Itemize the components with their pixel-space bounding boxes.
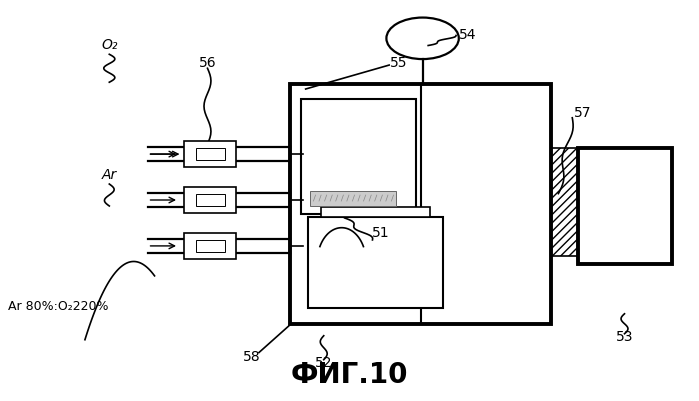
- Bar: [578, 149, 672, 264]
- Bar: [552, 149, 578, 256]
- Bar: [184, 233, 236, 259]
- Text: Ar 80%:O₂220%: Ar 80%:O₂220%: [8, 300, 109, 312]
- Text: 52: 52: [315, 355, 333, 369]
- Bar: [196, 241, 224, 252]
- Text: 54: 54: [459, 28, 476, 42]
- Text: 51: 51: [372, 225, 389, 239]
- Bar: [308, 217, 443, 308]
- Bar: [290, 85, 552, 324]
- Bar: [184, 188, 236, 213]
- Bar: [196, 149, 224, 160]
- Text: 55: 55: [390, 56, 408, 70]
- Text: O₂: O₂: [101, 38, 117, 52]
- Text: 58: 58: [243, 349, 261, 363]
- Text: 53: 53: [616, 329, 633, 343]
- Bar: [301, 99, 416, 214]
- Bar: [310, 191, 396, 206]
- Text: 57: 57: [574, 106, 591, 120]
- Bar: [184, 142, 236, 168]
- Bar: [322, 207, 430, 217]
- Bar: [196, 194, 224, 207]
- Text: ФИГ.10: ФИГ.10: [291, 360, 408, 388]
- Text: Ar: Ar: [101, 168, 117, 182]
- Text: 56: 56: [199, 56, 216, 70]
